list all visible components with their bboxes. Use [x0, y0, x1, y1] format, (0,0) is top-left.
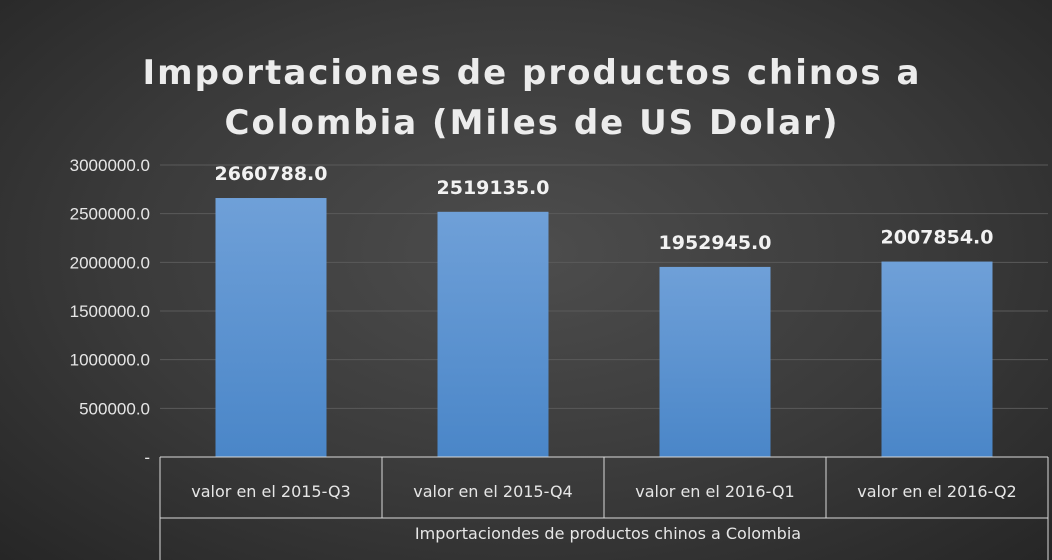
y-tick-label: 1000000.0 — [70, 351, 150, 370]
y-tick-label: 3000000.0 — [70, 156, 150, 175]
bar-data-label: 2007854.0 — [881, 227, 994, 249]
y-tick-label: 2000000.0 — [70, 253, 150, 272]
bar-data-label: 2519135.0 — [437, 177, 550, 199]
x-category-label: valor en el 2016-Q2 — [857, 482, 1016, 501]
bar-data-label: 2660788.0 — [215, 163, 328, 185]
bar — [438, 212, 549, 457]
y-axis-ticks: - 500000.0 1000000.0 1500000.0 2000000.0 2500… — [70, 156, 150, 467]
y-tick-label: 1500000.0 — [70, 302, 150, 321]
y-tick-label: 500000.0 — [79, 399, 150, 418]
bar — [660, 267, 771, 457]
chart-title-line-1: Importaciones de productos chinos a — [143, 53, 922, 93]
y-tick-label: - — [144, 448, 150, 467]
x-category-label: valor en el 2015-Q3 — [191, 482, 350, 501]
x-category-label: valor en el 2015-Q4 — [413, 482, 572, 501]
bar — [216, 198, 327, 457]
bar-data-label: 1952945.0 — [659, 232, 772, 254]
x-category-label: valor en el 2016-Q1 — [635, 482, 794, 501]
bars — [216, 198, 993, 457]
data-labels: 2660788.0 2519135.0 1952945.0 2007854.0 — [215, 163, 994, 254]
x-axis: Importaciondes de productos chinos a Col… — [160, 457, 1048, 560]
x-axis-group-label: Importaciondes de productos chinos a Col… — [415, 524, 801, 543]
bar — [882, 262, 993, 457]
y-tick-label: 2500000.0 — [70, 205, 150, 224]
chart-title-line-2: Colombia (Miles de US Dolar) — [225, 103, 840, 143]
